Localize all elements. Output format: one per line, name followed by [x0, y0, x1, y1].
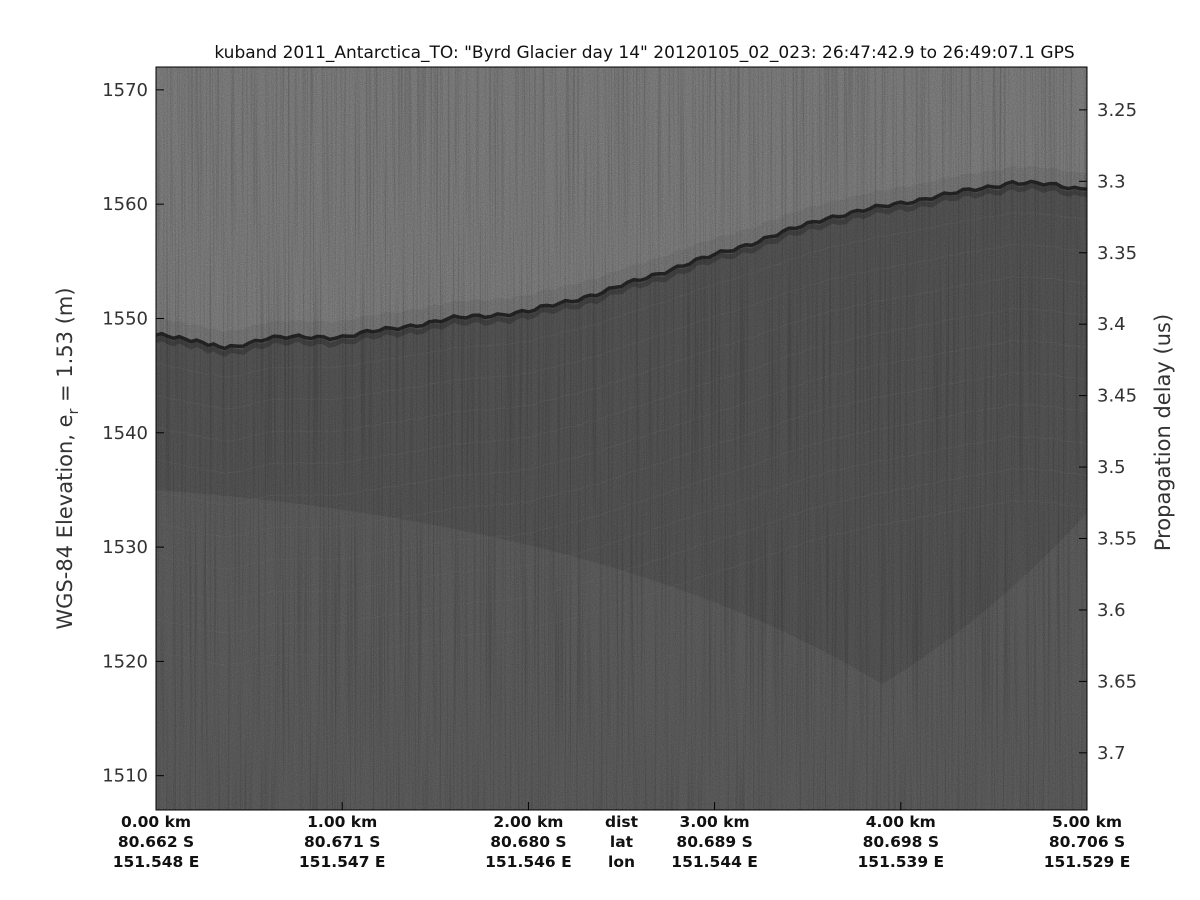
y-right-tick-label: 3.5	[1097, 457, 1126, 478]
x-tick-label-dist: 3.00 km	[680, 813, 750, 831]
y-right-tick-label: 3.45	[1097, 386, 1137, 407]
x-tick-label-dist: 1.00 km	[307, 813, 377, 831]
x-tick-label-lon: 151.547 E	[299, 853, 386, 871]
x-tick-label-lon: 151.546 E	[485, 853, 572, 871]
y-left-axis-label-suffix: = 1.53 (m)	[53, 287, 77, 408]
x-row-label-lon: lon	[608, 853, 635, 871]
y-right-tick-label: 3.4	[1097, 314, 1126, 335]
x-tick-label-lon: 151.548 E	[113, 853, 200, 871]
x-tick-label-lon: 151.529 E	[1044, 853, 1131, 871]
plot-frame	[155, 66, 1088, 811]
y-left-axis-label: WGS-84 Elevation, er = 1.53 (m)	[53, 287, 82, 629]
y-right-tick-label: 3.3	[1097, 171, 1126, 192]
y-right-tick-label: 3.55	[1097, 529, 1137, 550]
y-right-tick-label: 3.35	[1097, 243, 1137, 264]
y-left-tick-label: 1520	[102, 651, 148, 672]
y-left-tick-label: 1550	[102, 308, 148, 329]
x-row-label-dist: dist	[605, 813, 639, 831]
y-left-tick-label: 1570	[102, 80, 148, 101]
x-tick-label-dist: 2.00 km	[493, 813, 563, 831]
y-left-tick-label: 1560	[102, 194, 148, 215]
y-left-tick-label: 1530	[102, 537, 148, 558]
echogram-image	[156, 67, 1087, 810]
y-left-tick-label: 1540	[102, 423, 148, 444]
y-right-tick-label: 3.7	[1097, 743, 1126, 764]
y-right-tick-label: 3.65	[1097, 671, 1137, 692]
streak-overlay	[156, 67, 1087, 810]
x-tick-label-lat: 80.662 S	[118, 833, 194, 851]
x-tick-label-lat: 80.698 S	[863, 833, 939, 851]
x-tick-label-lat: 80.680 S	[490, 833, 566, 851]
y-right-tick-label: 3.25	[1097, 100, 1137, 121]
y-right-tick-label: 3.6	[1097, 600, 1126, 621]
y-left-axis-label-subscript: r	[66, 408, 82, 414]
x-tick-label-lon: 151.544 E	[671, 853, 758, 871]
y-left-tick-label: 1510	[102, 766, 148, 787]
x-tick-label-dist: 0.00 km	[121, 813, 191, 831]
x-tick-label-dist: 5.00 km	[1052, 813, 1122, 831]
x-tick-label-lat: 80.671 S	[304, 833, 380, 851]
chart-title: kuband 2011_Antarctica_TO: "Byrd Glacier…	[214, 43, 1074, 63]
y-left-axis-label-main: WGS-84 Elevation, e	[53, 414, 77, 629]
x-row-label-lat: lat	[610, 833, 634, 851]
x-tick-label-lat: 80.689 S	[676, 833, 752, 851]
x-tick-label-lat: 80.706 S	[1049, 833, 1125, 851]
x-tick-label-dist: 4.00 km	[866, 813, 936, 831]
x-tick-label-lon: 151.539 E	[858, 853, 945, 871]
y-right-axis-label: Propagation delay (us)	[1151, 314, 1175, 551]
